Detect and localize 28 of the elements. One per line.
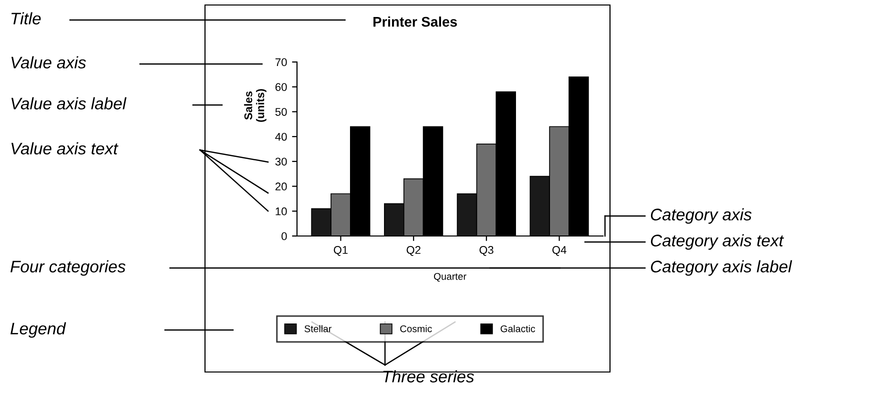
y-axis-title: Sales (units)	[244, 89, 266, 122]
x-tick-label: Q3	[480, 246, 494, 256]
y-tick-label: 70	[275, 58, 287, 66]
legend-label: Stellar	[304, 325, 332, 332]
text: Value axis text	[11, 142, 118, 154]
legend-label: Cosmic	[400, 325, 432, 332]
text: Three series	[383, 370, 474, 382]
text: Category axis label	[650, 260, 792, 276]
y-tick-label: 0	[282, 232, 287, 240]
text: Legend	[10, 322, 66, 338]
x-tick-label: Q1	[334, 246, 348, 256]
y-tick-label: 50	[275, 108, 287, 116]
x-tick-label: Q4	[552, 246, 566, 256]
text: Title	[11, 12, 41, 24]
chart-title: Printer Sales	[373, 16, 457, 27]
y-tick-label: 30	[275, 158, 287, 166]
text: Value axis label	[11, 97, 126, 110]
y-tick-label: 20	[275, 182, 287, 190]
text: Value axis	[11, 56, 86, 68]
legend-label: Galactic	[500, 325, 536, 332]
y-tick-label: 60	[275, 83, 287, 91]
y-tick-label: 40	[275, 132, 287, 141]
text: Four categories	[10, 260, 126, 276]
y-tick-label: 10	[276, 207, 287, 216]
text: Category axis text	[650, 234, 784, 250]
text: Category axis	[650, 208, 752, 224]
x-tick-label: Q2	[406, 246, 420, 256]
x-axis-title: Quarter	[434, 273, 466, 282]
